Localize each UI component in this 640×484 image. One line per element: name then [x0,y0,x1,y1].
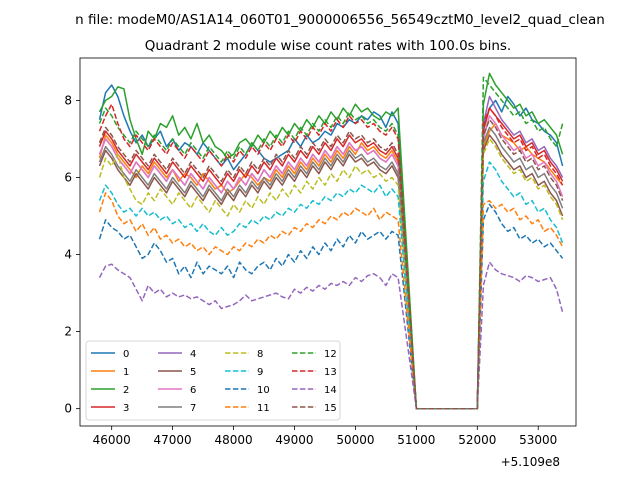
x-axis: 46000 47000 48000 49000 50000 51000 52000 53000 [93,426,557,447]
series-line-5 [98,134,564,410]
legend-label-8: 8 [257,349,263,360]
legend-label-0: 0 [123,349,129,360]
series-line-7 [98,126,564,410]
x-tick-label: 51000 [397,433,435,447]
legend-label-12: 12 [324,349,337,360]
series-line-8 [98,138,564,410]
y-tick-label: 8 [64,93,72,107]
legend-label-2: 2 [123,385,129,396]
series-line-13 [98,103,564,410]
legend-label-13: 13 [324,367,337,378]
x-tick-label: 47000 [154,433,192,447]
legend-label-4: 4 [190,349,196,360]
y-axis: 0 2 4 6 8 [64,93,80,416]
legend-label-15: 15 [324,403,337,414]
x-tick-label: 46000 [93,433,131,447]
legend-label-3: 3 [123,403,129,414]
legend-label-10: 10 [257,385,270,396]
series-line-3 [98,107,564,410]
x-offset-label: +5.109e8 [501,455,560,469]
series-line-14 [98,261,564,410]
x-tick-label: 52000 [458,433,496,447]
chart-title: Quadrant 2 module wise count rates with … [145,38,511,54]
legend-label-6: 6 [190,385,196,396]
plot-frame [79,57,577,427]
x-tick-label: 48000 [214,433,252,447]
y-tick-label: 0 [64,402,72,416]
legend-label-1: 1 [123,367,129,378]
series-line-15 [98,118,564,410]
series-line-11 [98,192,564,410]
x-tick-label: 53000 [519,433,557,447]
legend-label-11: 11 [257,403,270,414]
legend-label-14: 14 [324,385,337,396]
series-line-10 [98,203,564,410]
series-line-0 [98,84,564,410]
series-line-6 [98,115,564,410]
x-tick-label: 49000 [275,433,313,447]
legend-label-5: 5 [190,367,196,378]
y-tick-label: 6 [64,170,72,184]
series-line-2 [98,72,564,410]
y-tick-label: 4 [64,248,72,262]
y-tick-label: 2 [64,325,72,339]
legend-label-9: 9 [257,367,263,378]
series-line-12 [98,76,564,410]
series-layer [98,72,564,410]
x-tick-label: 50000 [336,433,374,447]
legend-frame [85,340,341,421]
legend-label-7: 7 [190,403,196,414]
figure-suptitle: n file: modeM0/AS1A14_060T01_9000006556_… [75,12,605,28]
